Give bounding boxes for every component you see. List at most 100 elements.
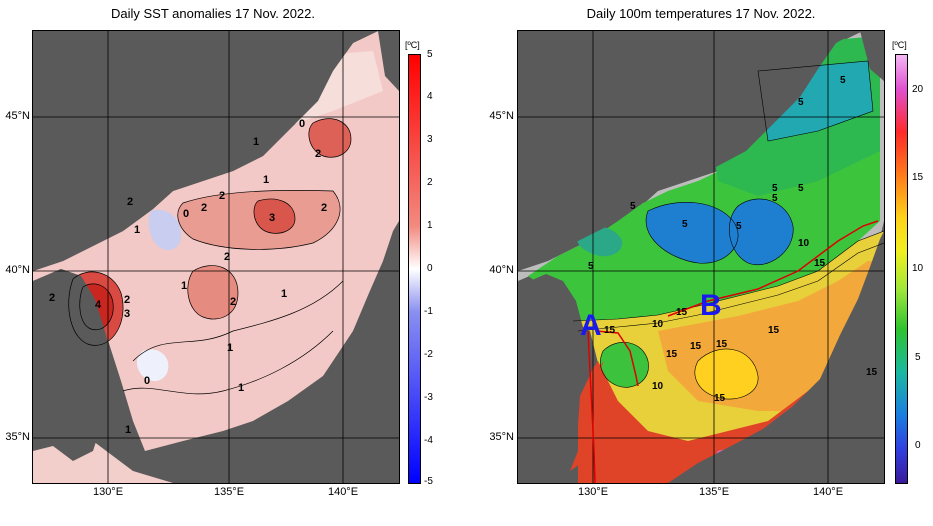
right-lon-label-135: 135°E xyxy=(698,486,730,498)
contour-label: 5 xyxy=(588,261,594,272)
russia-landmass xyxy=(518,31,858,267)
japan-landmass xyxy=(850,316,884,429)
right-lat-label-35: 35°N xyxy=(489,431,514,443)
temperature-field xyxy=(646,202,739,264)
sakhalin-landmass xyxy=(378,31,399,91)
contour-label: 1 xyxy=(125,424,131,436)
contour-label: 1 xyxy=(253,136,259,148)
colorbar-tick: 5 xyxy=(915,352,921,363)
contour-label: 15 xyxy=(814,258,826,269)
korea-landmass xyxy=(33,269,115,461)
temp-100m-map: A B 5 5 5 5 5 5 5 5 10 15 5 10 15 15 15 … xyxy=(517,30,885,484)
colorbar-tick: 1 xyxy=(427,220,433,231)
colorbar-tick: -4 xyxy=(424,435,433,446)
contour-label: 15 xyxy=(768,325,780,336)
contour-label: 2 xyxy=(230,296,236,308)
contour-label-group: 5 5 5 5 5 5 5 5 10 15 5 10 15 15 15 15 1… xyxy=(588,75,878,404)
contour-label: 15 xyxy=(666,349,678,360)
japan-landmass xyxy=(363,311,399,431)
left-map-title: Daily SST anomalies 17 Nov. 2022. xyxy=(110,6,316,21)
right-lon-label-140: 140°E xyxy=(812,486,844,498)
colorbar-tick: -2 xyxy=(424,349,433,360)
contour-label: 5 xyxy=(682,219,688,230)
temp-100m-colorbar xyxy=(895,54,908,484)
colorbar-tick: 5 xyxy=(427,49,433,60)
contour-label: 15 xyxy=(604,325,616,336)
temperature-field xyxy=(528,36,880,331)
colorbar-tick: 4 xyxy=(427,91,433,102)
lat-lon-grid xyxy=(518,31,884,483)
colorbar-tick: 3 xyxy=(427,134,433,145)
contour-label: 1 xyxy=(134,224,140,236)
left-lat-label-40: 40°N xyxy=(5,264,30,276)
anomaly-patch xyxy=(308,118,351,158)
contour-label: 1 xyxy=(263,174,269,186)
cool-anomaly-patch xyxy=(148,209,182,251)
contour-label: 0 xyxy=(299,118,305,130)
left-lon-label-135: 135°E xyxy=(213,486,245,498)
section-line xyxy=(667,220,879,317)
right-map-title: Daily 100m temperatures 17 Nov. 2022. xyxy=(586,6,816,21)
colorbar-tick: 10 xyxy=(912,263,924,274)
sst-anomaly-map-graphic: 0 2 1 2 1 2 1 0 2 2 3 2 1 2 4 2 3 1 2 1 … xyxy=(33,31,399,483)
contour-label: 3 xyxy=(124,308,130,320)
contour-label: 15 xyxy=(714,393,726,404)
contour-label-group: 0 2 1 2 1 2 1 0 2 2 3 2 1 2 4 2 3 1 2 1 … xyxy=(49,118,327,436)
contour-label: 1 xyxy=(238,382,244,394)
contour-label: 5 xyxy=(798,97,804,108)
contour-label: 1 xyxy=(281,288,287,300)
sakhalin-landmass xyxy=(860,31,884,81)
colorbar-tick: -5 xyxy=(424,476,433,487)
section-line xyxy=(587,330,596,483)
warm-coast-strip xyxy=(570,361,604,471)
colorbar-tick: 20 xyxy=(912,84,924,95)
contour-label: 10 xyxy=(798,238,810,249)
contour-lines xyxy=(572,60,884,400)
contour-label: 10 xyxy=(652,381,664,392)
cool-anomaly-patch xyxy=(136,349,169,382)
contour-label: 4 xyxy=(95,299,102,311)
left-lon-label-130: 130°E xyxy=(92,486,124,498)
contour-lines xyxy=(68,118,352,395)
contour-label: 5 xyxy=(736,221,742,232)
contour-label: 2 xyxy=(127,196,133,208)
colorbar-tick: 2 xyxy=(427,177,433,188)
contour-label: 2 xyxy=(224,251,230,263)
contour-label: 15 xyxy=(866,367,878,378)
contour-label: 15 xyxy=(690,341,702,352)
right-colorbar-unit: [ºC] xyxy=(892,40,907,50)
station-marker-b: B xyxy=(700,289,722,322)
contour-label: 5 xyxy=(772,193,778,204)
temperature-field xyxy=(694,349,759,400)
right-lon-label-130: 130°E xyxy=(577,486,609,498)
colorbar-tick: 0 xyxy=(915,440,921,451)
contour-label: 5 xyxy=(840,75,846,86)
temperature-field xyxy=(729,198,794,265)
left-colorbar-unit: [ºC] xyxy=(405,40,420,50)
contour-label: 5 xyxy=(798,183,804,194)
contour-label: 2 xyxy=(315,148,321,160)
sst-anomaly-colorbar xyxy=(408,54,421,484)
sst-anomaly-map: 0 2 1 2 1 2 1 0 2 2 3 2 1 2 4 2 3 1 2 1 … xyxy=(32,30,400,484)
contour-label: 5 xyxy=(772,183,778,194)
station-marker-a: A xyxy=(580,309,602,342)
contour-label: 15 xyxy=(716,339,728,350)
right-lat-label-45: 45°N xyxy=(489,110,514,122)
contour-label: 2 xyxy=(219,190,225,202)
colorbar-tick: 0 xyxy=(427,263,433,274)
contour-label: 1 xyxy=(181,280,187,292)
anomaly-patch xyxy=(187,265,238,320)
colorbar-tick: -1 xyxy=(424,306,433,317)
contour-label: 5 xyxy=(630,201,636,212)
contour-label: 3 xyxy=(269,212,275,224)
contour-label: 1 xyxy=(227,342,233,354)
contour-label: 15 xyxy=(676,307,688,318)
section-line xyxy=(595,330,639,387)
contour-label: 0 xyxy=(144,375,150,387)
russia-landmass xyxy=(33,31,378,271)
contour-label: 0 xyxy=(183,208,189,220)
left-lon-label-140: 140°E xyxy=(327,486,359,498)
left-lat-label-45: 45°N xyxy=(5,110,30,122)
temp-100m-map-graphic: A B 5 5 5 5 5 5 5 5 10 15 5 10 15 15 15 … xyxy=(518,31,884,483)
contour-label: 10 xyxy=(652,319,664,330)
